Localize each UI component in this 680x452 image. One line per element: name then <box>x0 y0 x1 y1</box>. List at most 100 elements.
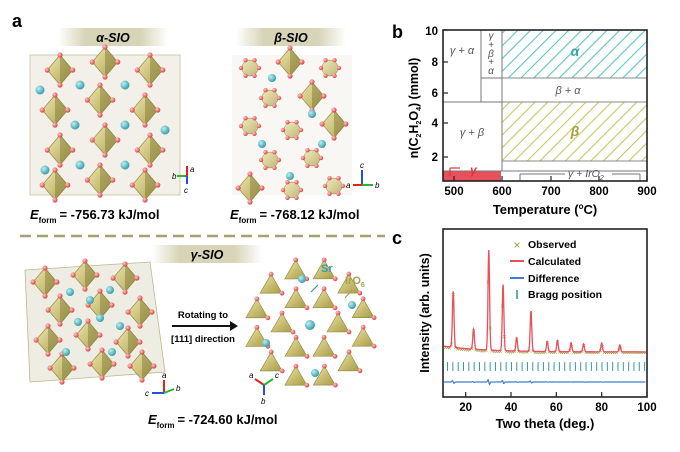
iro6-octahedron <box>312 259 336 280</box>
alpha-axes-icon: b a c <box>172 165 195 195</box>
oxygen-atom <box>314 163 319 168</box>
oxygen-atom <box>272 88 277 93</box>
sr-atom <box>74 318 82 326</box>
oxygen-atom <box>33 337 39 343</box>
sr-atom <box>311 369 319 377</box>
octahedron-shade <box>140 298 152 326</box>
oxygen-atom <box>122 289 128 295</box>
sr-atom <box>298 275 306 283</box>
sr-atom <box>258 140 266 148</box>
oxygen-atom <box>263 165 268 170</box>
oxygen-atom <box>142 167 148 173</box>
oxygen-atom <box>322 183 328 189</box>
oxygen-atom <box>287 45 293 51</box>
legend-bragg: Bragg position <box>516 289 602 301</box>
observed-marker: × <box>615 350 619 357</box>
sr-atom <box>86 296 94 304</box>
observed-marker: × <box>457 347 461 354</box>
octahedron-shade <box>100 291 112 319</box>
oxygen-atom <box>332 58 337 63</box>
svg-text:Observed: Observed <box>528 239 576 251</box>
oxygen-atom <box>97 332 103 338</box>
oxygen-atom <box>85 346 91 352</box>
alpha-banner <box>58 28 168 46</box>
oxygen-atom <box>102 152 108 158</box>
octahedron-shade <box>125 264 137 292</box>
iro6-cluster <box>241 59 259 77</box>
oxygen-atom <box>110 275 116 281</box>
legend-iro6: IrO6 <box>345 275 365 289</box>
observed-marker: × <box>494 349 498 356</box>
panel-b: b γ + α γ + β + α α β + α γ + β β <box>392 22 657 217</box>
observed-marker: × <box>480 348 484 355</box>
oxygen-atom <box>39 107 45 113</box>
oxygen-atom <box>142 197 148 203</box>
observed-marker: × <box>462 347 466 354</box>
rotating-label-line1: Rotating to <box>178 310 228 321</box>
gamma-banner <box>152 245 262 263</box>
region-gamma <box>443 171 501 181</box>
oxygen-atom <box>115 59 121 65</box>
oxygen-atom <box>298 187 304 193</box>
oxygen-atom <box>134 147 140 153</box>
oxygen-atom <box>139 349 145 355</box>
oxygen-atom <box>129 182 135 188</box>
oxygen-atom <box>243 58 248 63</box>
iro6-cluster <box>283 181 301 199</box>
oxygen-atom <box>340 183 346 189</box>
svg-text:800: 800 <box>589 186 608 198</box>
region-beta <box>501 101 648 162</box>
oxygen-atom <box>321 286 327 292</box>
octahedron-shade <box>145 170 158 200</box>
octahedron-shade <box>60 296 72 324</box>
iro6-octahedron <box>284 288 308 309</box>
oxygen-atom <box>149 309 155 315</box>
oxygen-atom <box>57 162 63 168</box>
xrd-x-axis-label: Two theta (deg.) <box>496 416 595 431</box>
label-gamma-beta-alpha: γ + β + α <box>487 31 494 77</box>
beta-crystal-structure <box>232 45 352 205</box>
oxygen-atom <box>299 59 305 65</box>
alpha-crystal-structure <box>29 44 181 203</box>
iro6-octahedron <box>259 273 283 294</box>
xrd-y-axis-label: Intensity (arb. units) <box>418 253 432 372</box>
beta-energy: Eform = -768.12 kJ/mol <box>230 207 360 225</box>
iro6-octahedron <box>351 298 375 318</box>
observed-marker: × <box>557 350 561 357</box>
label-beta-alpha: β + α <box>554 85 581 97</box>
sr-atom <box>116 322 124 330</box>
oxygen-atom <box>280 127 286 133</box>
svg-text:b: b <box>176 384 181 393</box>
iro6-octahedron <box>284 336 308 357</box>
observed-marker: × <box>559 350 563 357</box>
svg-text:80: 80 <box>595 402 608 414</box>
svg-text:a: a <box>162 371 167 380</box>
oxygen-atom <box>259 185 265 191</box>
oxygen-atom <box>332 382 338 388</box>
oxygen-atom <box>332 305 338 311</box>
oxygen-atom <box>160 67 166 73</box>
observed-marker: × <box>533 350 537 357</box>
observed-marker: × <box>541 350 545 357</box>
octahedron-shade <box>100 85 113 115</box>
observed-marker: × <box>470 346 474 353</box>
panel-c-letter: c <box>392 228 402 248</box>
observed-marker: × <box>519 350 523 357</box>
oxygen-atom <box>346 329 352 335</box>
svg-text:20: 20 <box>459 402 472 414</box>
xrd-plot: ××××××××××××××××××××××××××××××××××××××××… <box>443 249 648 397</box>
x-tick-labels: 500 600 700 800 900 <box>444 186 656 198</box>
observed-marker: × <box>549 350 553 357</box>
panel-c: c ××××××××××××××××××××××××××××××××××××××… <box>392 228 657 431</box>
octahedron-shade <box>128 328 140 356</box>
oxygen-atom <box>155 107 161 113</box>
label-gamma-iro2: γ + IrO2 <box>519 168 641 182</box>
oxygen-atom <box>102 122 108 128</box>
sr-pointer <box>310 284 319 293</box>
iro6-octahedron <box>337 351 361 372</box>
alpha-title: α-SIO <box>96 31 130 45</box>
oxygen-atom <box>65 107 71 113</box>
observed-marker: × <box>511 349 515 356</box>
oxygen-atom <box>294 180 299 185</box>
iro-pointer <box>344 289 353 299</box>
